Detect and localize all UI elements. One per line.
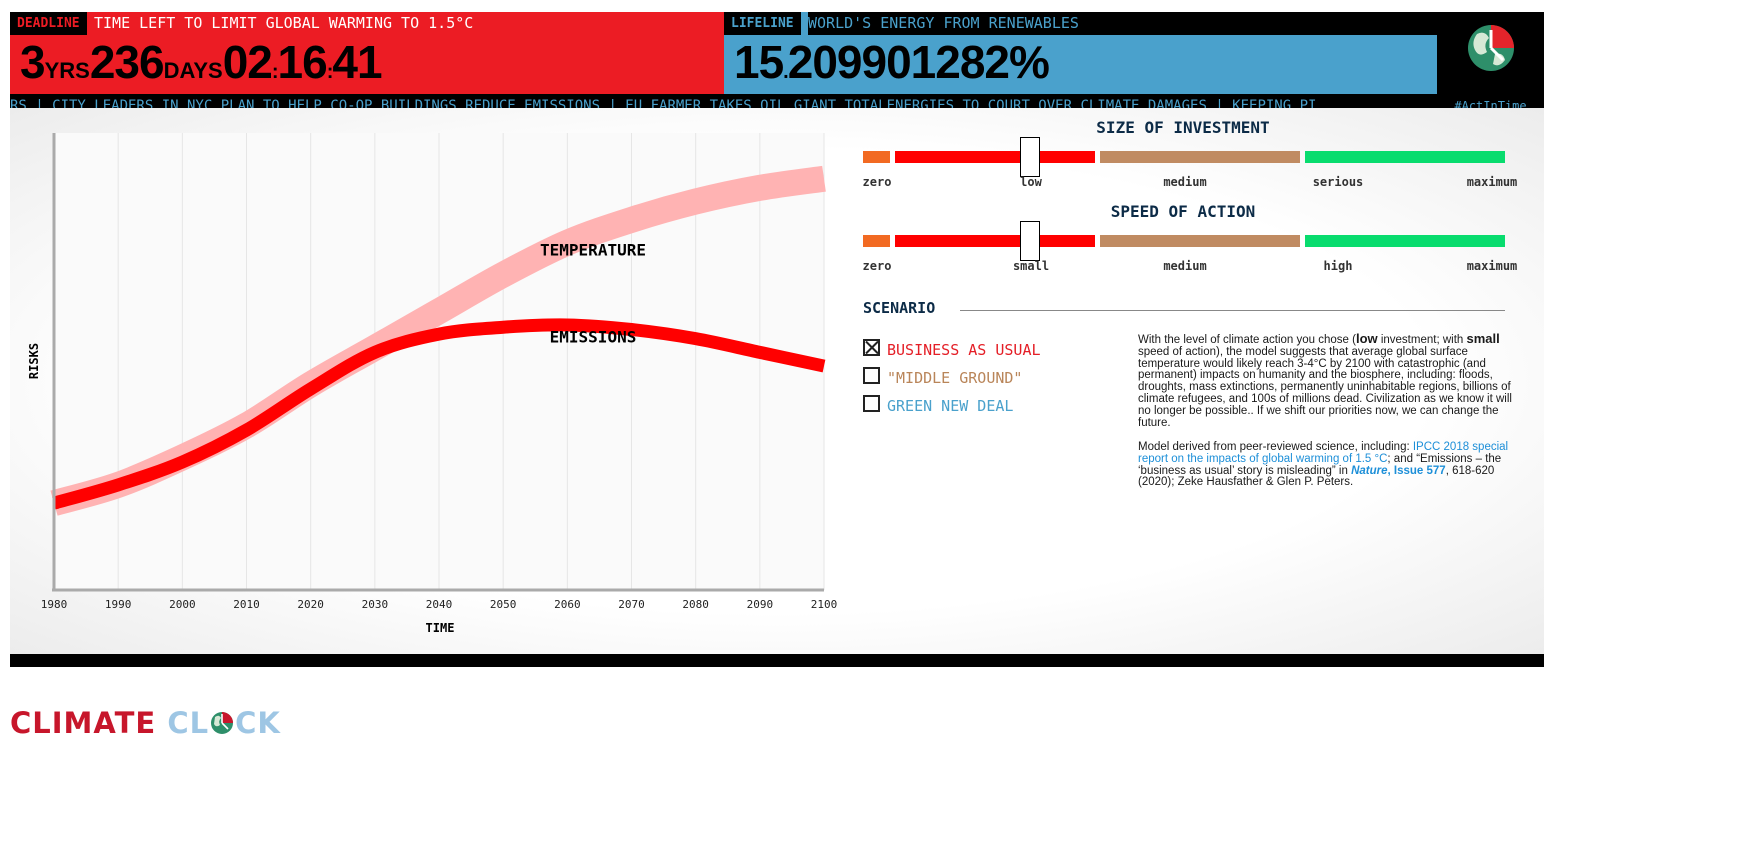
scenario-label: BUSINESS AS USUAL [887, 341, 1041, 359]
deadline-panel: DEADLINE TIME LEFT TO LIMIT GLOBAL WARMI… [10, 12, 724, 94]
x-tick-label: 2030 [362, 598, 389, 611]
x-tick-label: 2070 [618, 598, 645, 611]
investment-label-medium: medium [1163, 175, 1207, 189]
speed-label-medium: medium [1163, 259, 1207, 273]
logo-word-clock-b: CK [235, 706, 281, 740]
renewables-percentage: 15.209901282% [734, 36, 1050, 97]
days-unit: DAYS [163, 58, 223, 83]
investment-label-maximum: maximum [1466, 175, 1518, 189]
x-tick-label: 2000 [169, 598, 196, 611]
nature-issue-link[interactable]: , Issue 577 [1387, 464, 1446, 477]
x-tick-label: 1990 [105, 598, 132, 611]
climate-clock-logo[interactable]: CLIMATE CL CK [10, 705, 281, 741]
checkbox-checked[interactable] [863, 339, 880, 356]
globe-button[interactable] [1437, 12, 1544, 94]
x-tick-label: 1980 [41, 598, 68, 611]
decimal-point: . [783, 61, 788, 83]
investment-bar-low[interactable] [895, 151, 1095, 163]
speed-bar-high[interactable] [1305, 235, 1505, 247]
series-label-emissions: EMISSIONS [550, 327, 637, 346]
x-tick-label: 2060 [554, 598, 581, 611]
clock-globe-icon [1468, 25, 1514, 71]
x-tick-label: 2090 [747, 598, 774, 611]
y-axis-label: RISKS [27, 343, 41, 379]
nature-link[interactable]: Nature [1351, 464, 1388, 477]
climate-clock-widget: DEADLINE TIME LEFT TO LIMIT GLOBAL WARMI… [10, 12, 1544, 667]
time-separator: : [326, 61, 334, 83]
years-unit: YRS [44, 58, 90, 83]
series-line-emissions [52, 318, 826, 510]
scenario-label: GREEN NEW DEAL [887, 397, 1014, 415]
countdown-hours: 02 [222, 36, 273, 88]
investment-title: SIZE OF INVESTMENT [1096, 118, 1270, 137]
speed-bar-zero[interactable] [863, 235, 890, 247]
investment-slider: SIZE OF INVESTMENT zero low medium serio… [863, 118, 1523, 198]
investment-level-text: low [1355, 331, 1378, 346]
scenario-label: "MIDDLE GROUND" [887, 369, 1023, 387]
investment-bar-medium[interactable] [1100, 151, 1300, 163]
speed-level-text: small [1466, 331, 1500, 346]
x-tick-label: 2040 [426, 598, 453, 611]
checkbox-unchecked[interactable] [863, 395, 880, 412]
lifeline-subtitle: WORLD'S ENERGY FROM RENEWABLES [808, 12, 1437, 35]
scenario-divider [960, 310, 1505, 311]
speed-label-zero: zero [862, 259, 892, 273]
x-tick-labels: 1980 1990 2000 2010 2020 2030 2040 2050 2060 2070… [41, 598, 838, 611]
series-label-temperature: TEMPERATURE [540, 241, 646, 260]
deadline-subtitle: TIME LEFT TO LIMIT GLOBAL WARMING TO 1.5… [94, 12, 724, 35]
x-tick-label: 2100 [811, 598, 838, 611]
deadline-tag: DEADLINE [10, 12, 87, 35]
lifeline-panel: LIFELINE WORLD'S ENERGY FROM RENEWABLES … [724, 12, 1437, 94]
countdown-minutes: 16 [277, 36, 328, 88]
percentage-integer: 15 [734, 36, 784, 88]
chart-series [50, 165, 826, 516]
scenario-title: SCENARIO [863, 299, 936, 317]
ipcc-report-link[interactable]: IPCC 2018 special report on the impacts … [1138, 441, 1509, 465]
investment-label-zero: zero [862, 175, 892, 189]
x-tick-label: 2010 [233, 598, 260, 611]
speed-title: SPEED OF ACTION [1110, 202, 1256, 221]
x-axis-label: TIME [426, 621, 455, 635]
x-tick-label: 2080 [682, 598, 709, 611]
time-separator: : [271, 61, 279, 83]
logo-word-clock-a: CL [167, 706, 210, 740]
scenario-description: With the level of climate action you cho… [1138, 331, 1512, 429]
investment-bar-zero[interactable] [863, 151, 890, 163]
series-labels: TEMPERATURE EMISSIONS [540, 241, 646, 347]
countdown-days: 236 [89, 36, 165, 88]
investment-label-low: low [1020, 175, 1042, 189]
investment-label-serious: serious [1312, 175, 1364, 189]
countdown-seconds: 41 [332, 36, 382, 88]
speed-bar-small[interactable] [895, 235, 1095, 247]
logo-word-climate: CLIMATE [10, 706, 157, 740]
speed-label-maximum: maximum [1466, 259, 1518, 273]
countdown-years: 3 [20, 36, 46, 88]
speed-slider-handle[interactable] [1020, 221, 1040, 261]
lifeline-tag: LIFELINE [724, 12, 801, 35]
speed-bar-medium[interactable] [1100, 235, 1300, 247]
speed-slider: SPEED OF ACTION zero small medium high m… [863, 202, 1523, 282]
model-panel: 1980 1990 2000 2010 2020 2030 2040 2050 2060 2070… [10, 108, 1544, 654]
investment-slider-handle[interactable] [1020, 137, 1040, 177]
logo-globe-icon [211, 712, 234, 734]
deadline-countdown: 3YRS236DAYS02:16:41 [20, 36, 383, 97]
x-tick-label: 2050 [490, 598, 517, 611]
investment-bar-serious[interactable] [1305, 151, 1505, 163]
percentage-fraction: 209901282% [787, 36, 1050, 88]
model-sources: Model derived from peer-reviewed science… [1138, 441, 1509, 489]
risk-chart: 1980 1990 2000 2010 2020 2030 2040 2050 2060 2070… [27, 133, 838, 635]
speed-label-high: high [1323, 259, 1353, 273]
speed-label-small: small [1012, 259, 1050, 273]
checkbox-unchecked[interactable] [863, 367, 880, 384]
x-tick-label: 2020 [297, 598, 324, 611]
